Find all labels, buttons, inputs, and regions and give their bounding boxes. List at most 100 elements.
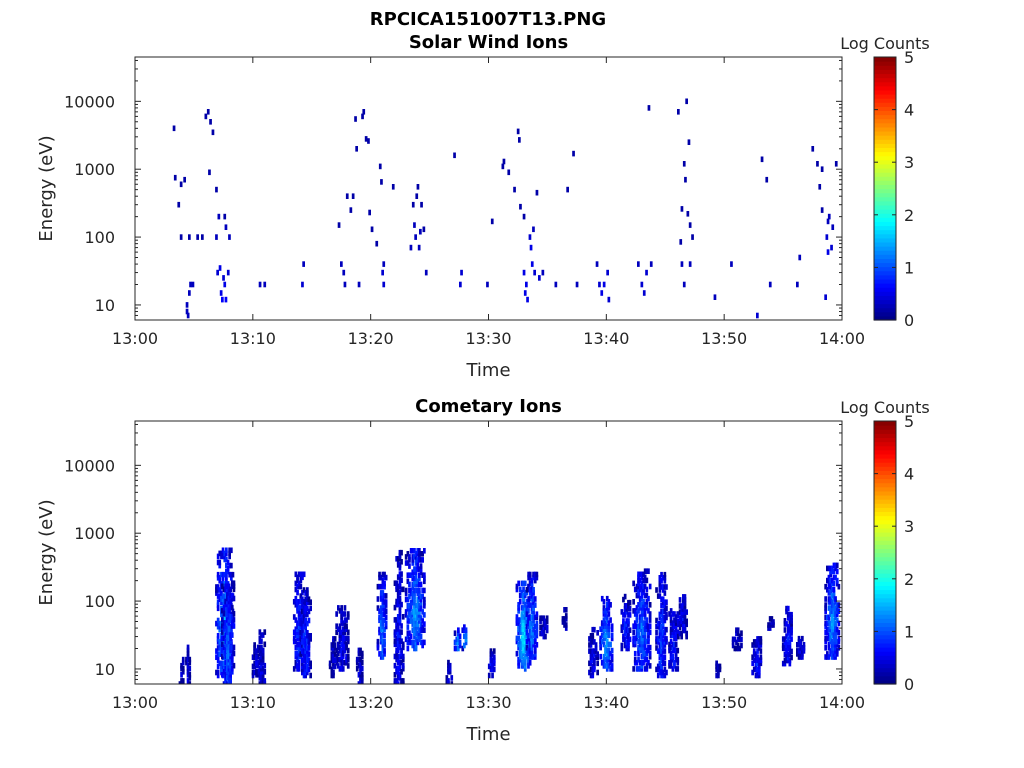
data-cell	[396, 675, 400, 681]
data-cell	[296, 602, 299, 608]
data-cell	[225, 562, 228, 569]
data-cell	[661, 584, 665, 590]
data-cell	[525, 611, 529, 617]
data-cell	[527, 641, 530, 648]
data-cell	[221, 641, 224, 648]
data-cell	[396, 595, 400, 602]
data-cell	[832, 642, 836, 648]
data-cell	[379, 614, 383, 621]
data-cell	[357, 681, 361, 684]
data-cell	[413, 569, 416, 575]
data-cell	[533, 638, 537, 645]
data-cell	[224, 598, 227, 605]
data-cell	[489, 660, 493, 667]
data-cell	[648, 602, 652, 608]
data-cell	[383, 583, 386, 590]
data-cell	[642, 635, 645, 642]
data-cell	[447, 678, 450, 684]
data-cell	[827, 213, 831, 220]
data-cell	[302, 648, 306, 654]
data-cell	[229, 635, 232, 641]
data-cell	[663, 666, 667, 673]
data-cell	[799, 654, 802, 660]
data-cell	[829, 583, 832, 590]
data-cell	[401, 653, 405, 660]
data-cell	[227, 598, 231, 605]
data-cell	[517, 644, 520, 651]
data-cell	[299, 599, 303, 605]
data-cell	[589, 660, 593, 667]
data-cell	[304, 599, 307, 605]
data-cell	[224, 623, 227, 629]
data-cell	[637, 571, 640, 578]
data-cell	[294, 595, 298, 602]
data-cell	[309, 672, 312, 679]
data-cell	[604, 620, 607, 626]
data-cell	[227, 626, 231, 632]
data-cell	[604, 632, 607, 639]
data-cell	[827, 590, 831, 596]
data-cell	[379, 574, 383, 581]
data-cell	[756, 660, 759, 667]
data-cell	[418, 612, 421, 618]
data-cell	[395, 653, 398, 660]
data-cell	[518, 644, 522, 651]
data-cell	[647, 644, 650, 651]
data-cell	[229, 659, 232, 666]
data-cell	[525, 623, 529, 630]
data-cell	[226, 681, 229, 684]
data-cell	[393, 641, 397, 648]
colorbar-segment	[874, 106, 896, 112]
data-cell	[227, 638, 231, 644]
data-cell	[638, 614, 642, 620]
data-cell	[221, 629, 224, 635]
data-cell	[229, 604, 232, 611]
data-cell	[620, 645, 624, 652]
data-cell	[633, 657, 637, 663]
data-cell	[628, 599, 632, 606]
data-cell	[660, 630, 663, 636]
data-cell	[525, 281, 528, 288]
data-cell	[669, 638, 673, 645]
data-cell	[525, 605, 529, 611]
data-cell	[535, 632, 539, 639]
data-cell	[627, 599, 630, 606]
data-cell	[398, 556, 402, 562]
data-cell	[411, 554, 415, 560]
colorbar-label: Log Counts	[840, 34, 930, 53]
data-cell	[754, 660, 758, 667]
data-cell	[332, 660, 335, 667]
data-cell	[663, 605, 667, 612]
data-cell	[671, 623, 675, 629]
data-cell	[292, 666, 296, 672]
colorbar-label: Log Counts	[840, 398, 930, 417]
data-cell	[736, 645, 740, 652]
data-cell	[683, 624, 687, 631]
data-cell	[398, 620, 402, 626]
data-cell	[642, 611, 645, 617]
data-cell	[409, 548, 413, 554]
data-cell	[229, 592, 232, 599]
data-cell	[416, 590, 420, 597]
data-cell	[330, 651, 334, 657]
data-cell	[669, 629, 673, 636]
colorbar-segment	[874, 630, 896, 636]
data-cell	[607, 623, 611, 629]
data-cell	[414, 627, 418, 633]
data-cell	[602, 605, 606, 611]
data-cell	[338, 629, 342, 636]
data-cell	[400, 678, 403, 684]
data-cell	[673, 641, 676, 648]
data-cell	[332, 654, 335, 660]
data-cell	[757, 645, 761, 651]
data-cell	[673, 647, 676, 654]
data-cell	[647, 647, 650, 654]
data-cell	[645, 602, 649, 608]
data-cell	[837, 638, 841, 645]
data-cell	[228, 550, 231, 557]
data-cell	[201, 234, 204, 240]
data-cell	[375, 240, 379, 247]
data-cell	[398, 589, 402, 596]
colorbar-segment	[874, 307, 896, 313]
